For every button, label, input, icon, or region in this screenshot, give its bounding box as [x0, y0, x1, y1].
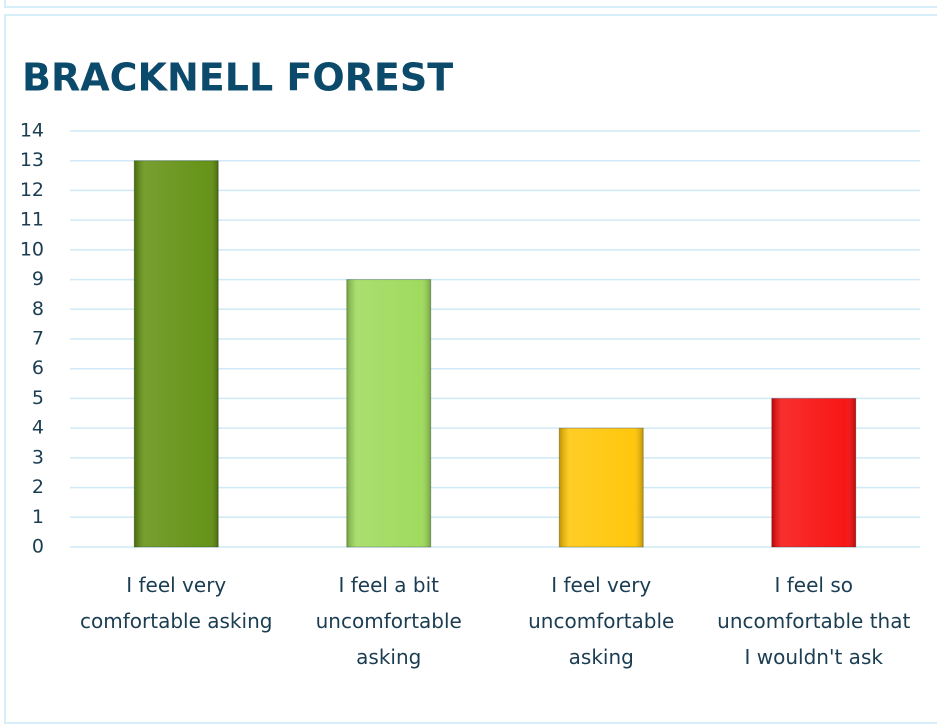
bar — [558, 427, 644, 548]
y-tick-label: 9 — [32, 268, 44, 290]
bar — [771, 397, 857, 548]
bar — [133, 160, 219, 548]
x-tick-label: I feel very uncomfortable asking — [528, 573, 675, 669]
y-tick-label: 4 — [32, 417, 44, 439]
y-tick-label: 5 — [32, 387, 44, 409]
chart-title: BRACKNELL FOREST — [22, 56, 453, 100]
x-tick-label: I feel so uncomfortable that I wouldn't … — [717, 573, 911, 669]
x-tick-label: I feel very comfortable asking — [80, 573, 273, 633]
bar — [346, 279, 432, 548]
top-frame — [4, 0, 937, 8]
y-tick-label: 13 — [20, 149, 44, 171]
y-tick-label: 8 — [32, 298, 44, 320]
y-tick-label: 3 — [32, 446, 44, 468]
y-tick-label: 11 — [20, 209, 44, 231]
y-tick-label: 0 — [32, 536, 44, 558]
y-tick-label: 2 — [32, 476, 44, 498]
x-tick-label: I feel a bit uncomfortable asking — [315, 573, 462, 669]
y-tick-label: 7 — [32, 328, 44, 350]
y-tick-label: 12 — [20, 179, 44, 201]
y-tick-label: 6 — [32, 357, 44, 379]
y-tick-label: 14 — [20, 120, 44, 142]
y-tick-label: 10 — [20, 238, 44, 260]
y-tick-label: 1 — [32, 506, 44, 528]
